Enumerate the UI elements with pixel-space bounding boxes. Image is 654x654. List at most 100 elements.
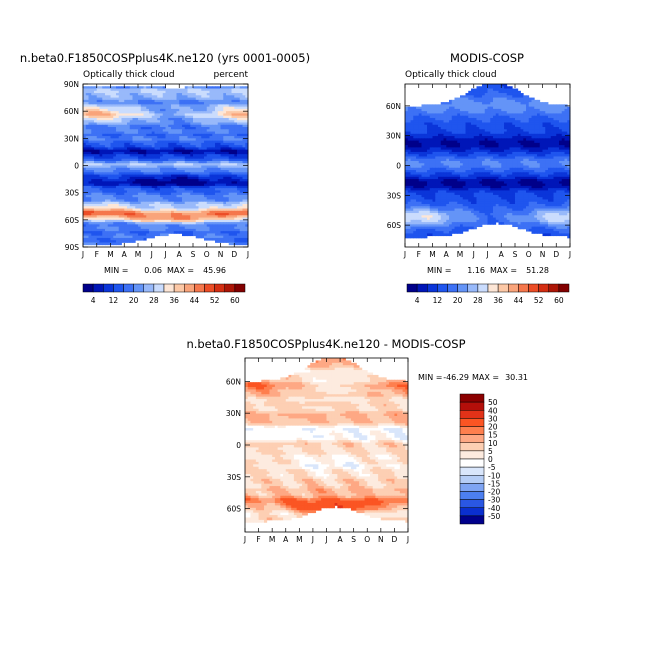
field-cell (198, 111, 202, 114)
field-cell (105, 104, 109, 108)
field-cell (157, 201, 161, 205)
field-cell (83, 138, 87, 141)
field-cell (94, 215, 98, 218)
field-cell (195, 142, 199, 146)
field-cell (190, 113, 194, 117)
field-cell (206, 88, 210, 92)
field-cell (239, 240, 243, 243)
field-cell (506, 102, 510, 105)
field-cell (190, 156, 194, 160)
field-cell (113, 149, 117, 153)
field-cell (102, 133, 106, 137)
field-cell (157, 170, 161, 173)
field-cell (443, 117, 447, 121)
field-cell (107, 88, 111, 92)
field-cell (162, 231, 166, 234)
field-cell (94, 97, 98, 101)
field-cell (215, 163, 219, 166)
field-cell (88, 138, 92, 141)
field-cell (143, 206, 147, 209)
field-cell (220, 228, 224, 232)
field-cell (217, 176, 221, 180)
field-cell (215, 219, 219, 223)
field-cell (160, 188, 164, 191)
field-cell (140, 176, 144, 180)
field-cell (190, 213, 194, 216)
field-cell (88, 208, 92, 212)
field-cell (446, 108, 450, 112)
field-cell (124, 113, 128, 117)
field-cell (96, 215, 100, 218)
field-cell (234, 181, 238, 185)
field-cell (198, 95, 202, 98)
field-cell (105, 181, 109, 185)
field-cell (91, 167, 95, 171)
field-cell (168, 138, 172, 141)
field-cell (129, 226, 133, 230)
field-cell (182, 217, 186, 221)
field-cell (223, 215, 227, 218)
field-cell (165, 201, 169, 205)
field-cell (154, 213, 158, 216)
field-cell (85, 156, 89, 160)
field-cell (184, 219, 188, 223)
field-cell (160, 190, 164, 194)
field-cell (231, 226, 235, 230)
field-cell (127, 210, 131, 214)
field-cell (193, 106, 197, 110)
field-cell (91, 129, 95, 132)
field-cell (438, 122, 442, 126)
field-cell (195, 104, 199, 108)
field-cell (105, 170, 109, 173)
field-cell (85, 181, 89, 185)
field-cell (124, 233, 128, 237)
field-cell (171, 97, 175, 101)
field-cell (168, 194, 172, 198)
field-cell (212, 228, 216, 232)
field-cell (239, 122, 243, 126)
field-cell (226, 108, 230, 112)
field-cell (182, 102, 186, 105)
field-cell (212, 95, 216, 98)
field-cell (171, 142, 175, 146)
field-cell (245, 172, 249, 175)
field-cell (129, 160, 133, 164)
field-cell (446, 115, 450, 119)
field-cell (531, 124, 535, 128)
field-cell (171, 160, 175, 164)
field-cell (429, 108, 433, 112)
field-cell (91, 124, 95, 128)
field-cell (556, 124, 560, 128)
field-cell (234, 167, 238, 171)
field-cell (154, 172, 158, 175)
field-cell (187, 228, 191, 232)
field-cell (228, 231, 232, 234)
field-cell (245, 99, 249, 103)
field-cell (451, 106, 455, 110)
field-cell (118, 163, 122, 166)
field-cell (217, 145, 221, 148)
field-cell (523, 124, 527, 128)
field-cell (146, 206, 150, 209)
field-cell (245, 160, 249, 164)
field-cell (217, 113, 221, 117)
field-cell (162, 156, 166, 160)
field-cell (127, 111, 131, 114)
field-cell (154, 138, 158, 141)
field-cell (564, 117, 568, 121)
field-cell (438, 120, 442, 123)
field-cell (471, 124, 475, 128)
field-cell (182, 124, 186, 128)
field-cell (220, 86, 224, 89)
field-cell (487, 99, 491, 103)
field-cell (245, 145, 249, 148)
field-cell (220, 93, 224, 96)
field-cell (239, 142, 243, 146)
field-cell (102, 158, 106, 162)
field-cell (212, 203, 216, 207)
x-tick-label: D (231, 250, 237, 259)
field-cell (121, 231, 125, 234)
field-cell (556, 106, 560, 110)
field-cell (171, 138, 175, 141)
field-cell (482, 108, 486, 112)
